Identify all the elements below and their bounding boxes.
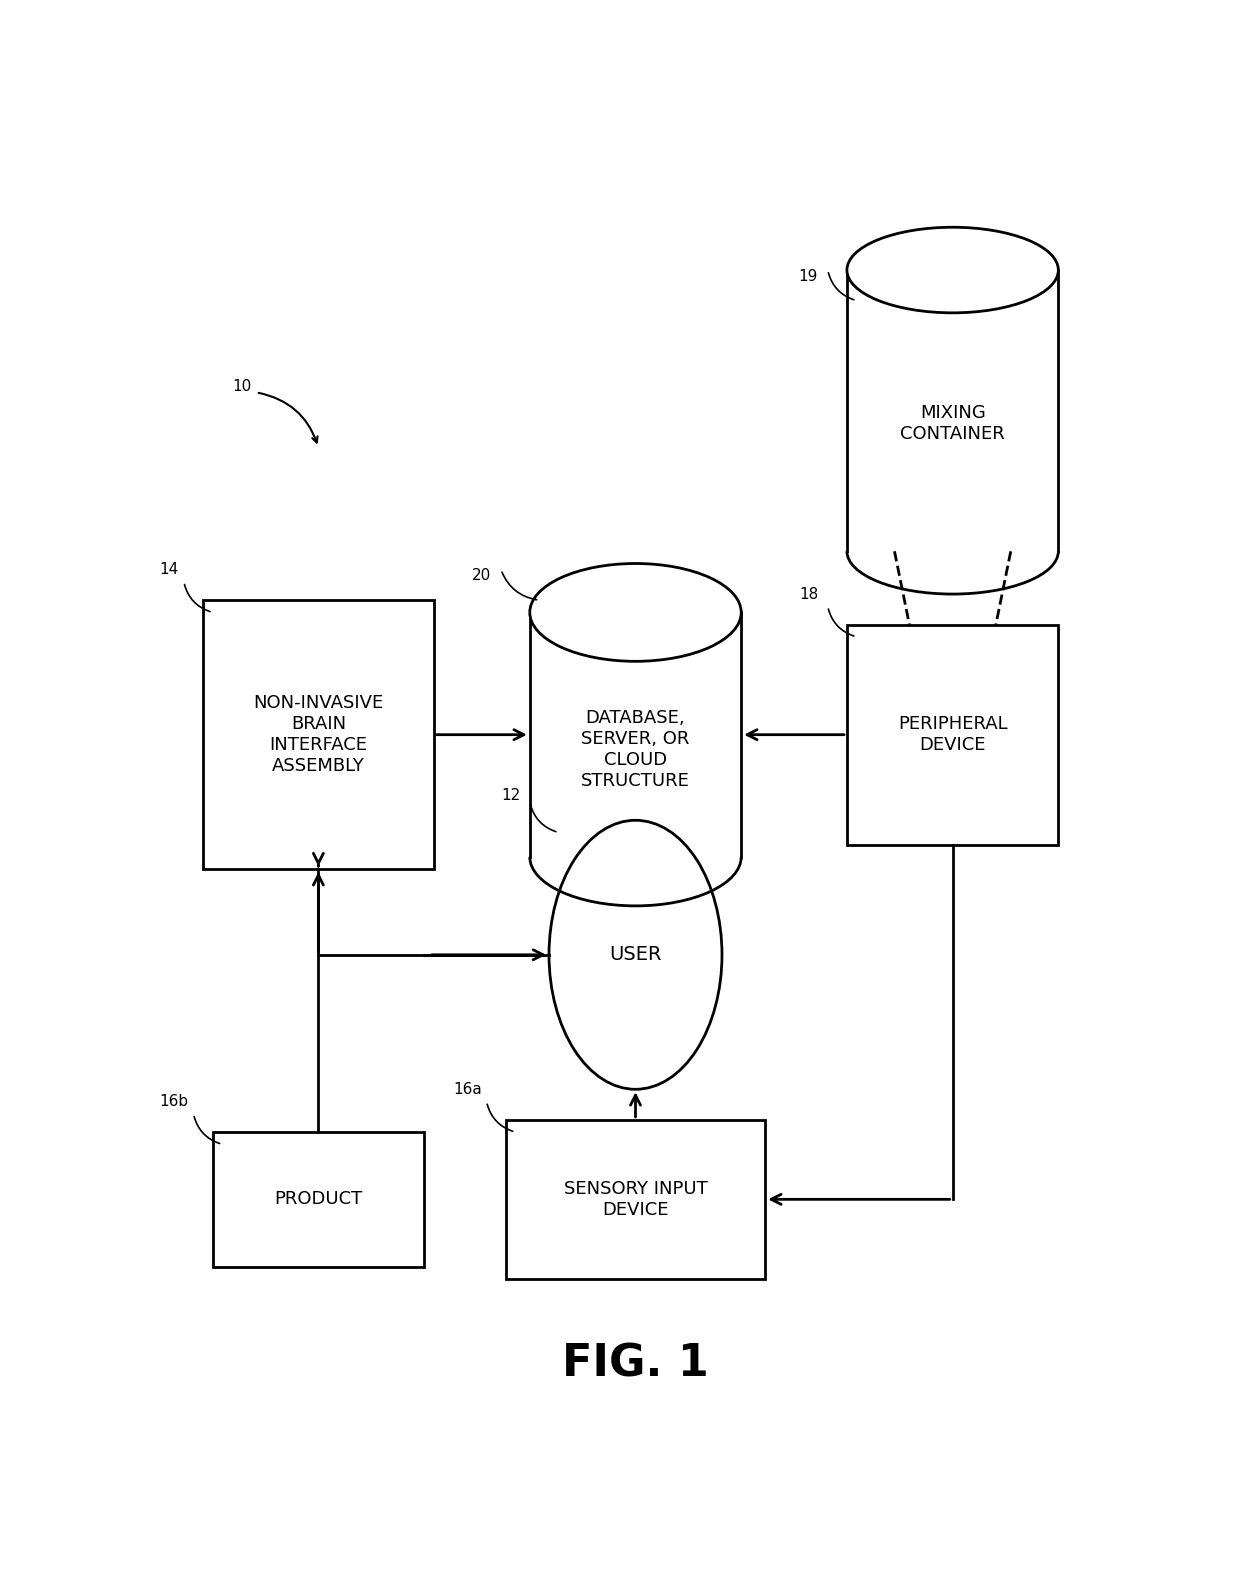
Bar (213, 1132, 424, 1267)
Ellipse shape (529, 564, 742, 661)
Bar (203, 600, 434, 869)
Text: USER: USER (609, 945, 662, 964)
Text: 14: 14 (160, 562, 179, 576)
Text: PRODUCT: PRODUCT (274, 1191, 362, 1208)
Text: PERIPHERAL
DEVICE: PERIPHERAL DEVICE (898, 715, 1007, 754)
Text: SENSORY INPUT
DEVICE: SENSORY INPUT DEVICE (564, 1180, 707, 1218)
Text: NON-INVASIVE
BRAIN
INTERFACE
ASSEMBLY: NON-INVASIVE BRAIN INTERFACE ASSEMBLY (253, 694, 383, 775)
Text: FIG. 1: FIG. 1 (562, 1343, 709, 1386)
Text: 16b: 16b (160, 1094, 188, 1108)
Text: 19: 19 (799, 268, 818, 284)
Text: 16a: 16a (453, 1081, 481, 1097)
Bar (529, 613, 742, 858)
Text: MIXING
CONTAINER: MIXING CONTAINER (900, 403, 1004, 443)
Text: 10: 10 (232, 378, 252, 394)
Bar (847, 270, 1058, 551)
Ellipse shape (847, 227, 1058, 313)
Bar (506, 1120, 765, 1278)
Text: 12: 12 (501, 788, 521, 804)
Ellipse shape (549, 821, 722, 1089)
Text: 20: 20 (472, 569, 491, 583)
Bar (847, 624, 1058, 845)
Text: DATABASE,
SERVER, OR
CLOUD
STRUCTURE: DATABASE, SERVER, OR CLOUD STRUCTURE (582, 710, 689, 789)
Text: 18: 18 (799, 586, 818, 602)
